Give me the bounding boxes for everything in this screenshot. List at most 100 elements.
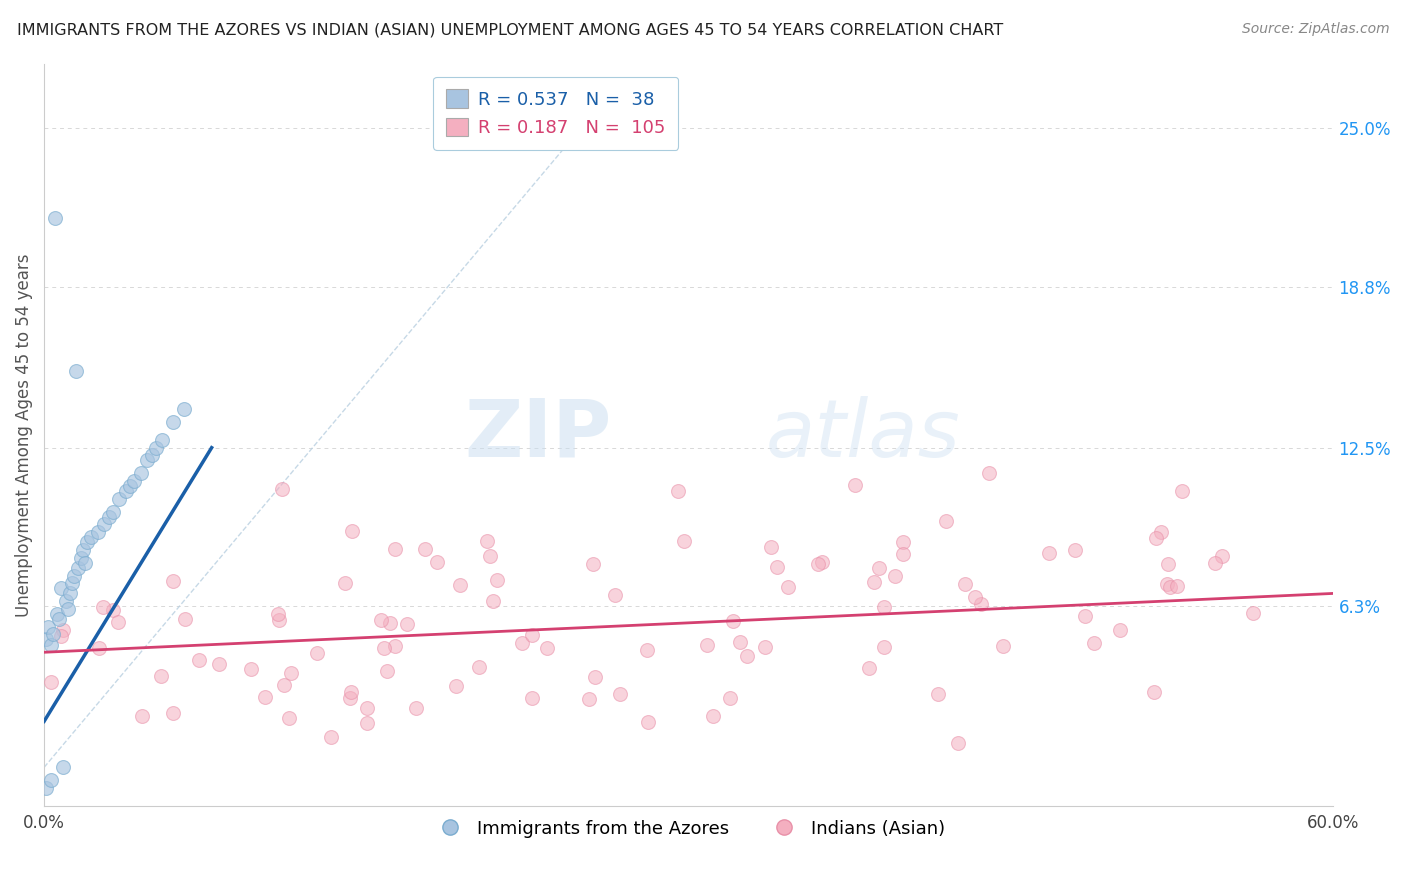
Point <box>52 623 75 637</box>
Point <box>1171 484 1194 499</box>
Point <box>862 575 884 590</box>
Point <box>481 593 503 607</box>
Point <box>267 607 290 622</box>
Point <box>1159 580 1181 594</box>
Point <box>1038 546 1060 560</box>
Legend: Immigrants from the Azores, Indians (Asian): Immigrants from the Azores, Indians (Asi… <box>425 813 952 845</box>
Point <box>844 478 866 492</box>
Point <box>510 635 533 649</box>
Text: Source: ZipAtlas.com: Source: ZipAtlas.com <box>1241 22 1389 37</box>
Point <box>405 701 427 715</box>
Point <box>373 641 395 656</box>
Point <box>149 669 172 683</box>
Point <box>1064 543 1087 558</box>
Point <box>721 614 744 628</box>
Point <box>1204 557 1226 571</box>
Point <box>728 635 751 649</box>
Point <box>118 479 141 493</box>
Point <box>107 615 129 629</box>
Text: atlas: atlas <box>766 396 960 474</box>
Point <box>267 613 290 627</box>
Point <box>807 557 830 571</box>
Point <box>1156 557 1178 571</box>
Point <box>370 613 392 627</box>
Text: ZIP: ZIP <box>464 396 612 474</box>
Point <box>278 711 301 725</box>
Point <box>356 715 378 730</box>
Point <box>273 678 295 692</box>
Point <box>636 642 658 657</box>
Point <box>305 646 328 660</box>
Point <box>426 555 449 569</box>
Point <box>603 588 626 602</box>
Point <box>935 514 957 528</box>
Point <box>93 517 115 532</box>
Point <box>955 577 977 591</box>
Point <box>72 543 94 558</box>
Point <box>136 453 159 467</box>
Point <box>339 691 361 706</box>
Point <box>891 548 914 562</box>
Point <box>449 578 471 592</box>
Point <box>150 433 173 447</box>
Point <box>69 550 91 565</box>
Point <box>41 627 63 641</box>
Point <box>475 533 498 548</box>
Point <box>55 594 77 608</box>
Point <box>478 549 501 563</box>
Point <box>162 706 184 720</box>
Point <box>87 640 110 655</box>
Point <box>868 561 890 575</box>
Point <box>375 665 398 679</box>
Point <box>583 669 606 683</box>
Point <box>858 661 880 675</box>
Point <box>162 574 184 589</box>
Point <box>979 467 1001 481</box>
Point <box>1241 606 1264 620</box>
Point <box>696 638 718 652</box>
Point <box>333 575 356 590</box>
Point <box>884 569 907 583</box>
Point <box>114 484 136 499</box>
Point <box>39 773 62 788</box>
Point <box>173 402 195 417</box>
Point <box>927 687 949 701</box>
Text: IMMIGRANTS FROM THE AZORES VS INDIAN (ASIAN) UNEMPLOYMENT AMONG AGES 45 TO 54 YE: IMMIGRANTS FROM THE AZORES VS INDIAN (AS… <box>17 22 1002 37</box>
Point <box>444 679 467 693</box>
Point <box>80 530 103 544</box>
Point <box>759 540 782 554</box>
Point <box>340 524 363 538</box>
Point <box>35 780 58 795</box>
Point <box>666 484 689 499</box>
Point <box>380 616 402 631</box>
Point <box>65 364 87 378</box>
Point <box>766 560 789 574</box>
Point <box>872 640 894 655</box>
Point <box>754 640 776 655</box>
Point <box>48 612 70 626</box>
Point <box>44 211 66 225</box>
Point <box>1166 579 1188 593</box>
Point <box>174 612 197 626</box>
Point <box>776 581 799 595</box>
Point <box>384 640 406 654</box>
Point <box>1083 636 1105 650</box>
Point <box>578 691 600 706</box>
Point <box>413 541 436 556</box>
Point <box>253 690 276 705</box>
Point <box>735 648 758 663</box>
Point <box>60 576 83 591</box>
Y-axis label: Unemployment Among Ages 45 to 54 years: Unemployment Among Ages 45 to 54 years <box>15 253 32 616</box>
Point <box>39 638 62 652</box>
Point <box>396 616 419 631</box>
Point <box>131 709 153 723</box>
Point <box>319 730 342 744</box>
Point <box>208 657 231 671</box>
Point <box>270 482 292 496</box>
Point <box>51 582 73 596</box>
Point <box>1156 577 1178 591</box>
Point <box>811 555 834 569</box>
Point <box>103 603 125 617</box>
Point <box>67 561 90 575</box>
Point <box>76 535 98 549</box>
